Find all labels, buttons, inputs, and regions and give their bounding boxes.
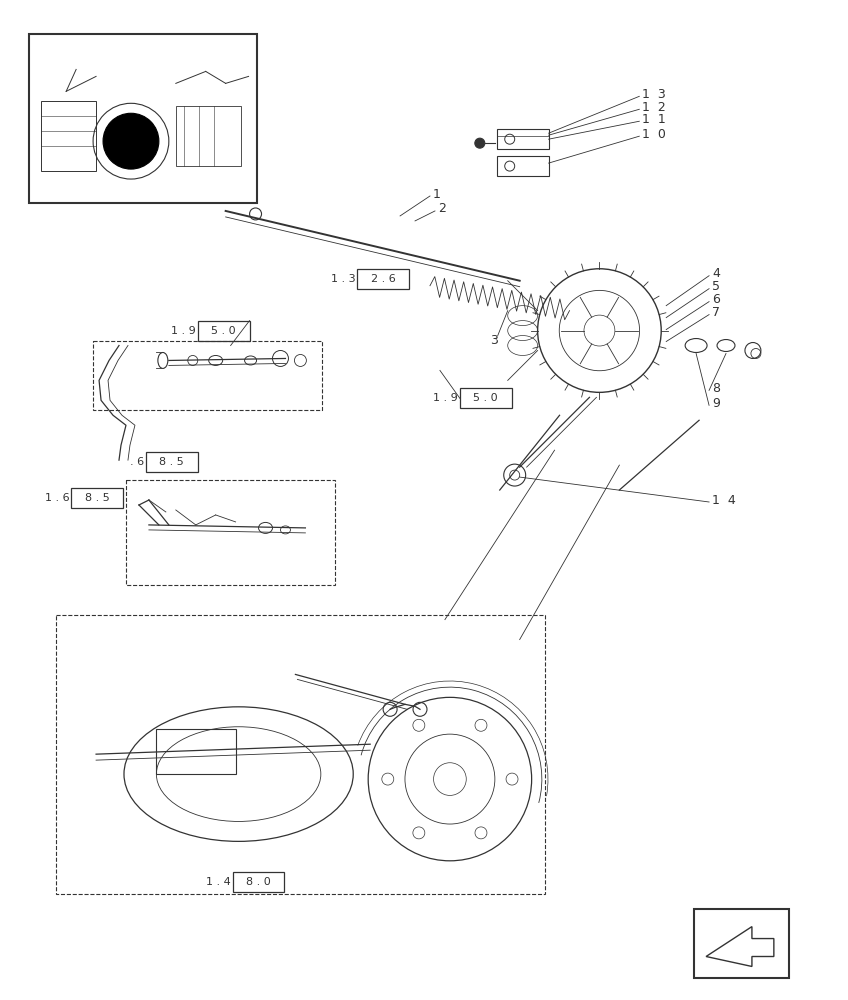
- Bar: [126, 480, 335, 585]
- Bar: [497, 156, 549, 176]
- Text: 1  3: 1 3: [642, 88, 666, 101]
- Text: 1  4: 1 4: [712, 493, 736, 506]
- Text: 1 . 3: 1 . 3: [331, 274, 355, 284]
- Bar: [497, 129, 549, 149]
- Text: . 6: . 6: [130, 457, 144, 467]
- Text: 8 . 0: 8 . 0: [246, 877, 271, 887]
- Circle shape: [475, 138, 485, 148]
- Text: 1 . 9: 1 . 9: [433, 393, 458, 403]
- Text: 1 . 9: 1 . 9: [171, 326, 196, 336]
- Bar: [146, 452, 198, 472]
- Text: 2: 2: [438, 202, 446, 215]
- Circle shape: [103, 113, 159, 169]
- Bar: [176, 106, 241, 166]
- Text: 8: 8: [712, 382, 720, 395]
- Text: 1 . 6: 1 . 6: [45, 493, 70, 503]
- Text: 1: 1: [433, 188, 441, 201]
- Bar: [93, 341, 322, 410]
- Text: 8 . 5: 8 . 5: [159, 457, 184, 467]
- Text: 1  1: 1 1: [642, 113, 666, 126]
- Text: 9: 9: [712, 397, 720, 410]
- Text: 2 . 6: 2 . 6: [371, 274, 395, 284]
- Text: 5 . 0: 5 . 0: [473, 393, 498, 403]
- Text: 4: 4: [712, 267, 720, 280]
- Text: 1  0: 1 0: [642, 128, 667, 141]
- Bar: [460, 388, 511, 408]
- Bar: [71, 488, 123, 508]
- Bar: [30, 34, 257, 203]
- Text: 6: 6: [712, 293, 720, 306]
- Text: 5 . 0: 5 . 0: [211, 326, 236, 336]
- Text: 1 . 4: 1 . 4: [206, 877, 231, 887]
- Bar: [695, 909, 789, 978]
- Text: 8 . 5: 8 . 5: [85, 493, 109, 503]
- Bar: [357, 269, 409, 289]
- Bar: [42, 101, 96, 171]
- Text: 1  2: 1 2: [642, 101, 666, 114]
- Text: 3: 3: [490, 334, 498, 347]
- Bar: [156, 729, 236, 774]
- Text: 5: 5: [712, 280, 720, 293]
- Bar: [232, 872, 284, 892]
- Text: 7: 7: [712, 306, 720, 319]
- Bar: [198, 321, 249, 341]
- Bar: [56, 615, 544, 894]
